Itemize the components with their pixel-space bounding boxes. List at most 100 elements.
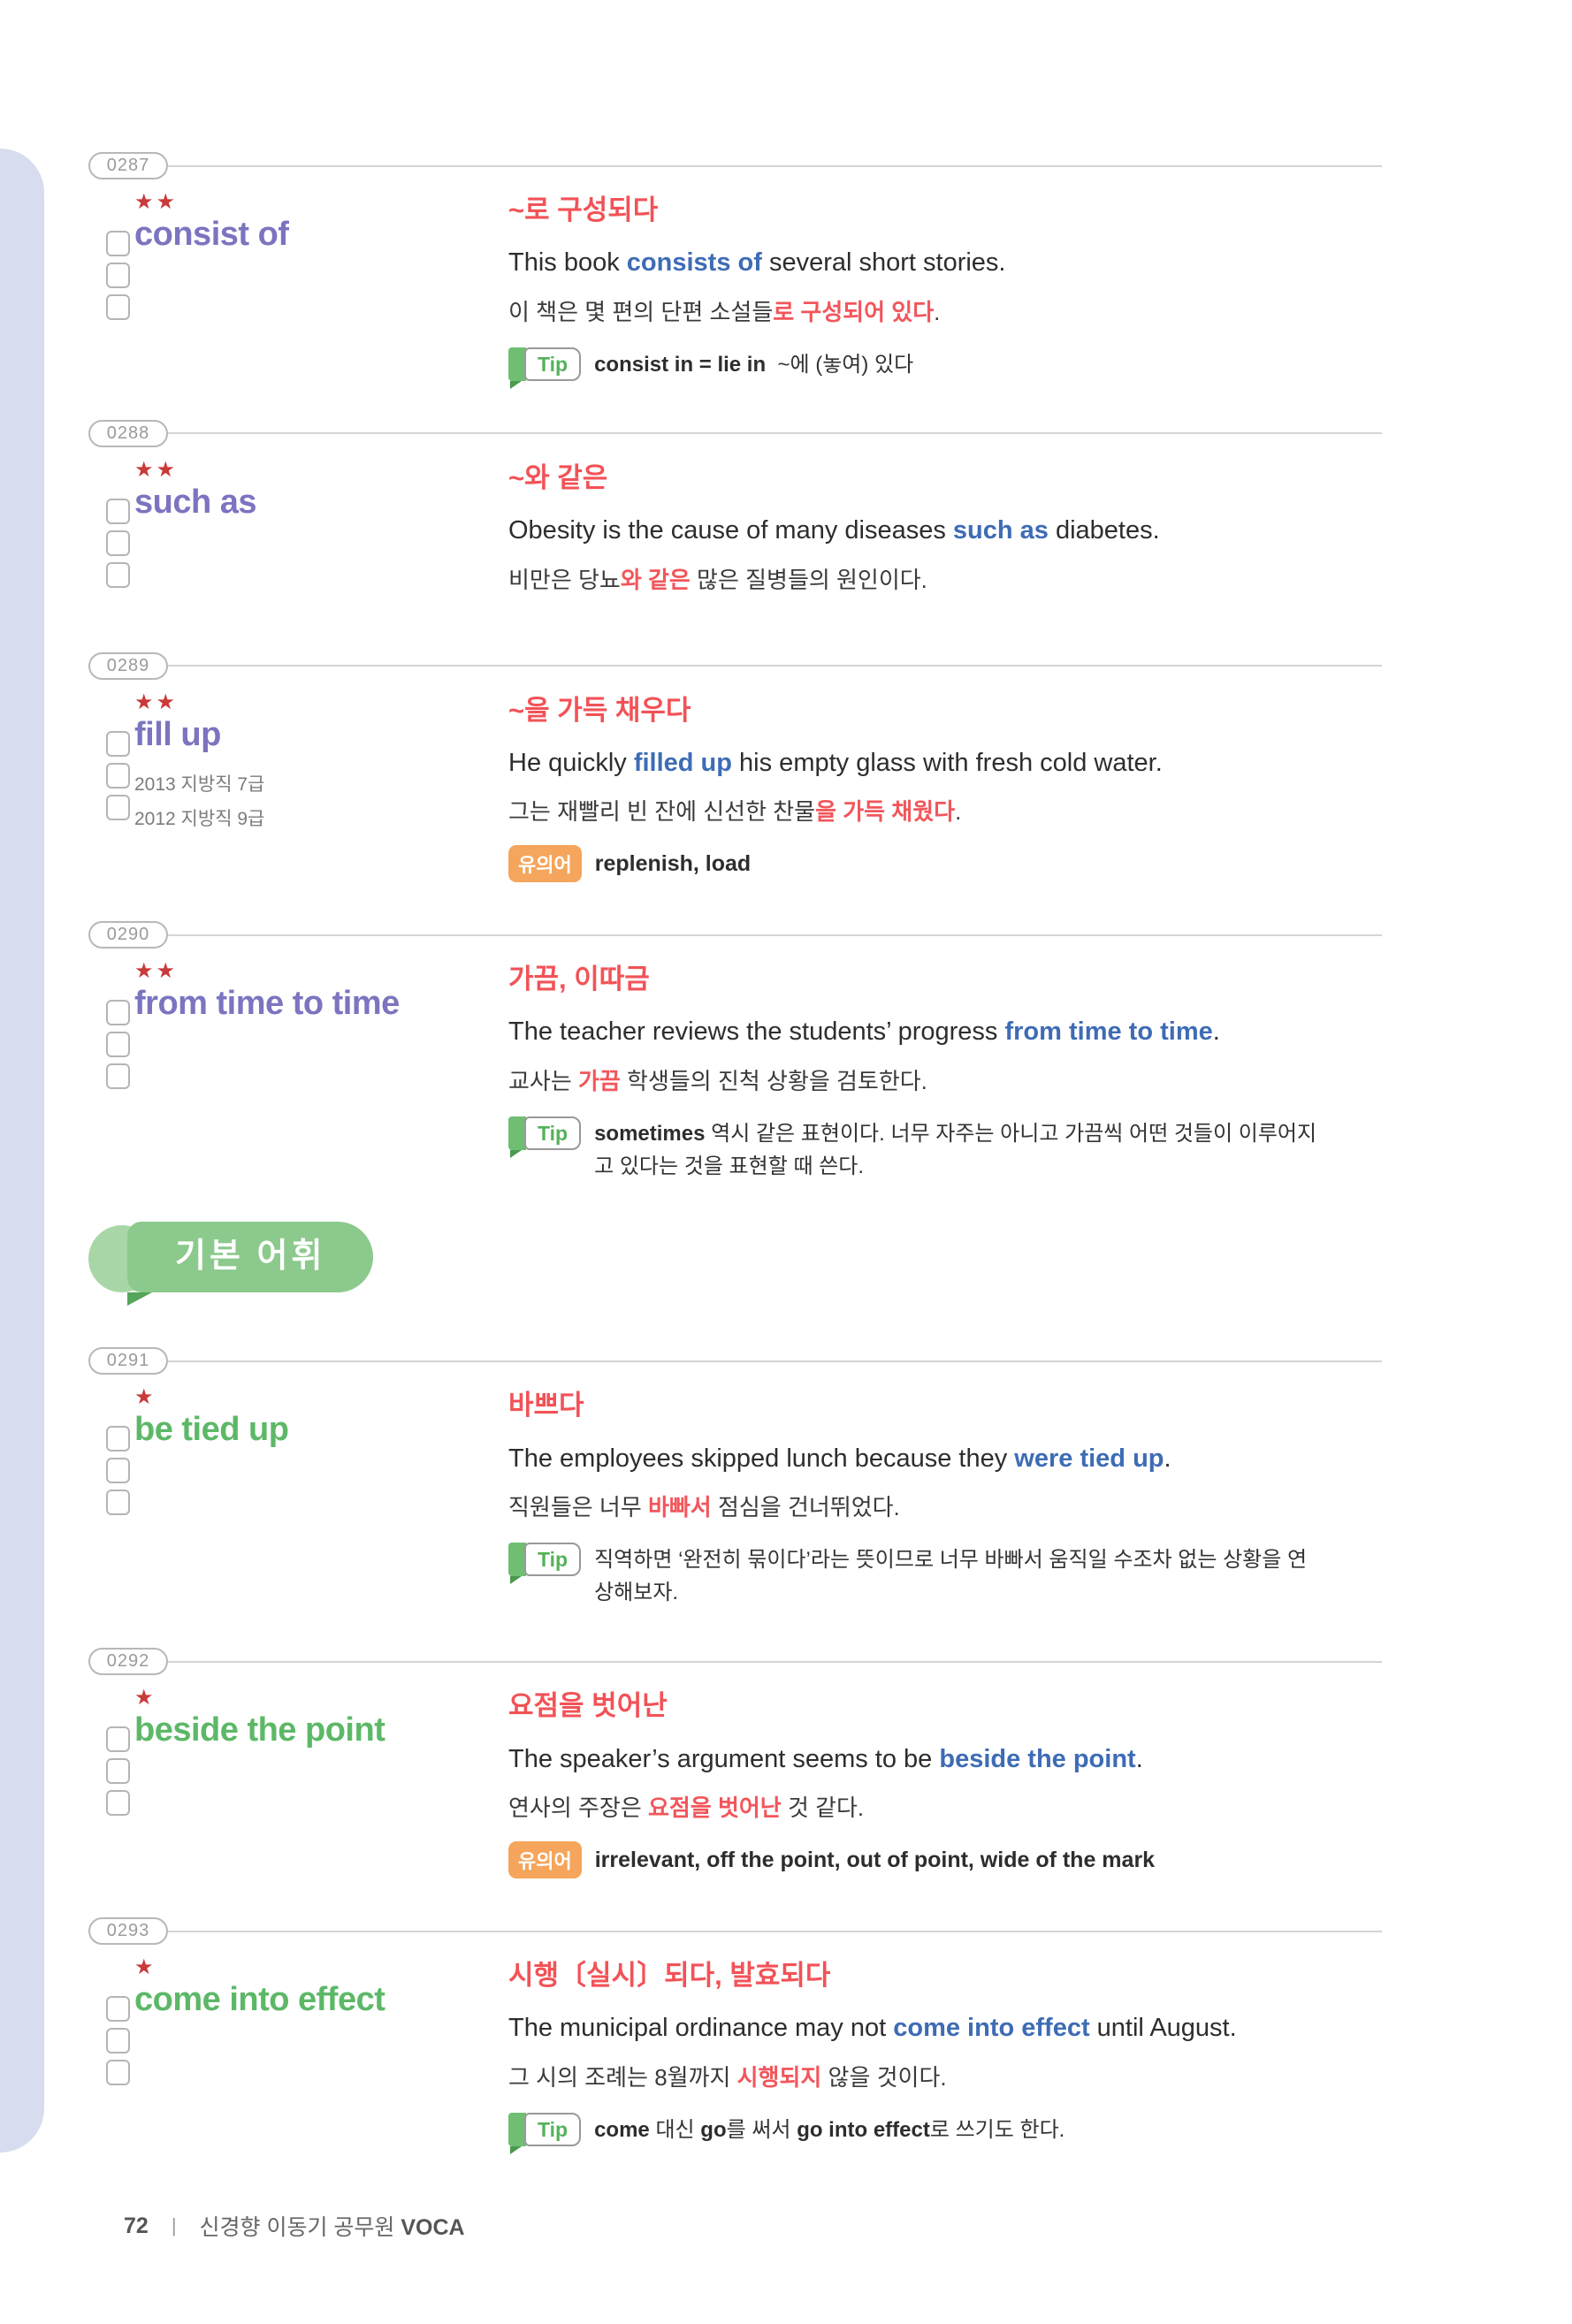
entry-body: ★★ fill up 2013 지방직 7급 2012 지방직 9급 ~을 가득… [88,691,1423,883]
entry-header: 0290 [88,921,1423,949]
tip-bookmark-icon [508,1116,526,1150]
synonym-badge: 유의어 [508,845,582,883]
headword: be tied up [134,1411,289,1449]
review-checkbox[interactable] [106,762,130,789]
vocab-entry-0287: 0287 ★★ consist of ~로 구성되다 This book con… [88,152,1423,381]
example-sentence: The employees skipped lunch because they… [508,1444,1171,1473]
synonym-row: 유의어 replenish, load [508,845,1317,883]
tip-bookmark-icon [508,1543,526,1576]
entry-number-badge: 0292 [88,1648,168,1676]
example-sentence: Obesity is the cause of many diseases su… [508,516,1160,545]
entry-header: 0289 [88,651,1423,680]
tip-bookmark-icon [508,347,526,381]
review-checkbox[interactable] [106,1426,130,1452]
tip-label: Tip [524,2112,582,2146]
tip-bookmark-icon [508,2112,526,2146]
entry-divider-line [168,164,1382,167]
meaning-korean: 요점을 벗어난 [508,1690,668,1722]
meaning-korean: ~와 같은 [508,461,608,493]
review-checkbox[interactable] [106,1458,130,1484]
vocab-entry-0288: 0288 ★★ such as ~와 같은 Obesity is the cau… [88,419,1423,613]
entry-word-column: ★ come into effect [88,1957,508,2146]
review-checkbox[interactable] [106,1726,130,1753]
entry-detail-column: 바쁘다 The employees skipped lunch because … [508,1387,1317,1609]
vocab-entry-0291: 0291 ★ be tied up 바쁘다 The employees skip… [88,1347,1423,1609]
review-checkboxes [106,498,130,594]
page-side-rail [0,149,44,2153]
meaning-korean: 시행〔실시〕되다, 발효되다 [508,1960,831,1992]
headword: come into effect [134,1981,385,2019]
tip-label: Tip [524,1116,582,1150]
entry-divider-line [168,1930,1382,1932]
tip-text: consist in = lie in ~에 (놓여) 있다 [594,352,914,377]
entry-body: ★ beside the point 요점을 벗어난 The speaker’s… [88,1688,1423,1879]
review-checkbox[interactable] [106,561,130,588]
review-checkbox[interactable] [106,730,130,757]
example-translation: 그 시의 조례는 8월까지 시행되지 않을 것이다. [508,2063,947,2091]
entry-number-badge: 0289 [88,651,168,680]
review-checkbox[interactable] [106,1063,130,1090]
synonym-badge: 유의어 [508,1841,582,1879]
entry-word-column: ★★ consist of [88,192,508,381]
entry-divider-line [168,933,1382,936]
example-sentence: The municipal ordinance may not come int… [508,2014,1237,2043]
entry-body: ★★ consist of ~로 구성되다 This book consists… [88,192,1423,381]
footer-separator: | [171,2214,177,2236]
review-checkbox[interactable] [106,530,130,556]
importance-stars: ★ [134,1385,156,1410]
entry-header: 0287 [88,152,1423,179]
example-translation: 비만은 당뇨와 같은 많은 질병들의 원인이다. [508,566,927,593]
review-checkboxes [106,730,130,827]
entry-detail-column: 요점을 벗어난 The speaker’s argument seems to … [508,1688,1317,1879]
importance-stars: ★ [134,1686,156,1711]
headword: from time to time [134,985,400,1023]
entry-header: 0292 [88,1648,1423,1676]
meaning-korean: 가끔, 이따금 [508,964,650,995]
entry-detail-column: 가끔, 이따금 The teacher reviews the students… [508,961,1317,1183]
book-title-bold: VOCA [401,2215,465,2240]
entry-header: 0291 [88,1347,1423,1375]
review-checkbox[interactable] [106,1032,130,1058]
synonym-list: replenish, load [594,850,752,876]
page-content: 0287 ★★ consist of ~로 구성되다 This book con… [88,152,1423,2185]
review-checkboxes [106,1426,130,1521]
entry-body: ★★ from time to time 가끔, 이따금 The teacher… [88,961,1423,1183]
book-series: 신경향 이동기 공무원 [199,2215,401,2240]
tip-text: 직역하면 ‘완전히 묶이다’라는 뜻이므로 너무 바빠서 움직일 수조차 없는 … [594,1548,1308,1605]
example-sentence: This book consists of several short stor… [508,248,1006,278]
review-checkbox[interactable] [106,294,130,320]
entry-divider-line [168,1660,1382,1663]
example-translation: 이 책은 몇 편의 단편 소설들로 구성되어 있다. [508,298,941,325]
entry-number-badge: 0288 [88,419,168,447]
review-checkbox[interactable] [106,1790,130,1817]
section-badge: 기본 어휘 [88,1222,1423,1307]
synonym-row: 유의어 irrelevant, off the point, out of po… [508,1841,1317,1879]
review-checkbox[interactable] [106,2028,130,2054]
entry-word-column: ★ be tied up [88,1387,508,1609]
review-checkbox[interactable] [106,794,130,820]
review-checkbox[interactable] [106,1490,130,1516]
review-checkbox[interactable] [106,231,130,256]
entry-detail-column: ~로 구성되다 This book consists of several sh… [508,192,1317,381]
entry-body: ★ be tied up 바쁘다 The employees skipped l… [88,1387,1423,1609]
entry-word-column: ★ beside the point [88,1688,508,1878]
review-checkbox[interactable] [106,498,130,524]
entry-word-column: ★★ from time to time [88,961,508,1183]
tip-text: sometimes 역시 같은 표현이다. 너무 자주는 아니고 가끔씩 어떤 … [594,1121,1317,1179]
entry-number-badge: 0290 [88,921,168,949]
example-sentence: The speaker’s argument seems to be besid… [508,1744,1143,1773]
review-checkbox[interactable] [106,1996,130,2023]
headword: fill up [134,715,221,753]
review-checkbox[interactable] [106,1758,130,1785]
tip-badge: Tip [508,1543,582,1576]
tip-label: Tip [524,1543,582,1576]
exam-source: 2012 지방직 9급 [134,809,265,830]
entry-word-column: ★★ such as [88,459,508,613]
book-title: 신경향 이동기 공무원 VOCA [200,2210,465,2242]
entry-body: ★★ such as ~와 같은 Obesity is the cause of… [88,459,1423,613]
review-checkbox[interactable] [106,263,130,288]
meaning-korean: ~로 구성되다 [508,194,659,225]
section-badge-label: 기본 어휘 [127,1222,374,1293]
review-checkbox[interactable] [106,1000,130,1026]
review-checkbox[interactable] [106,2060,130,2086]
